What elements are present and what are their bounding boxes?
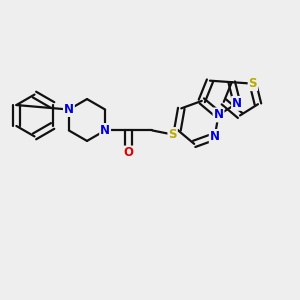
Text: S: S <box>249 77 257 90</box>
Text: N: N <box>100 124 110 137</box>
Text: N: N <box>214 108 224 122</box>
Text: N: N <box>210 130 220 143</box>
Text: O: O <box>124 146 134 160</box>
Text: N: N <box>232 97 242 110</box>
Text: N: N <box>64 103 74 116</box>
Text: S: S <box>168 128 177 141</box>
